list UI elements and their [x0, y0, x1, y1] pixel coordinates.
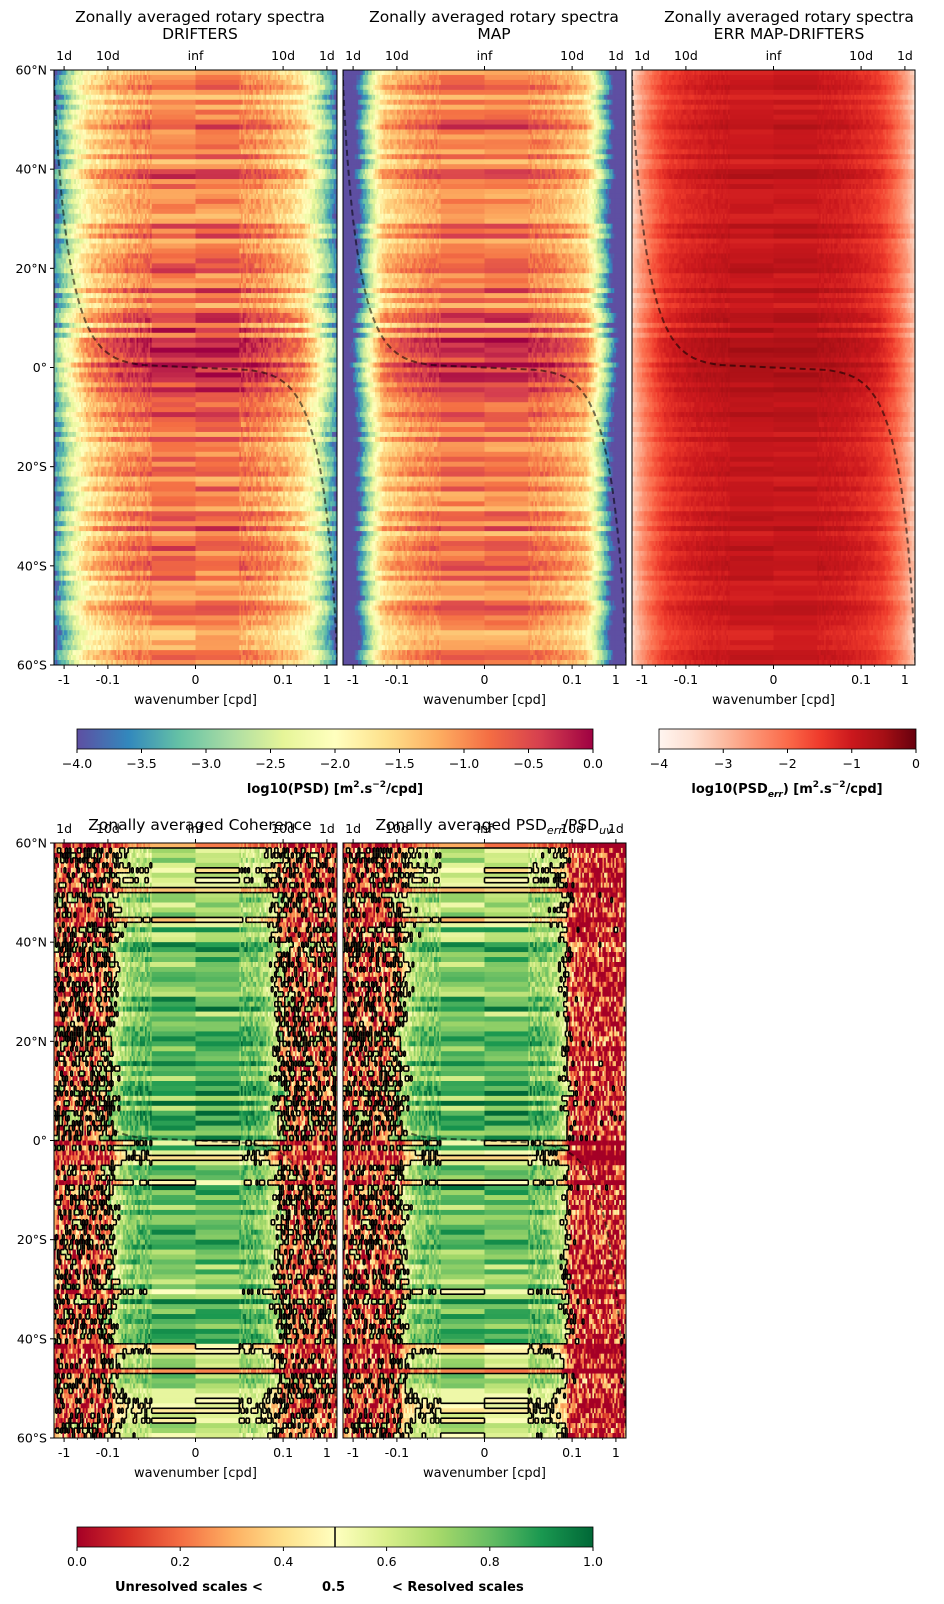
heatmap-cell	[152, 80, 196, 86]
heatmap-cell	[196, 90, 240, 96]
heatmap-cell	[152, 125, 196, 131]
heatmap-cell	[152, 209, 196, 215]
heatmap-cell	[152, 194, 196, 200]
heatmap-cell	[196, 105, 240, 111]
heatmap-cells	[54, 70, 338, 666]
panel-3-title: Zonally averaged rotary spectra	[664, 8, 914, 26]
heatmap-cell	[196, 199, 240, 205]
heatmap-cell	[196, 110, 240, 116]
heatmap-cell	[196, 120, 240, 126]
heatmap-cell	[152, 154, 196, 160]
heatmap-cell	[152, 239, 196, 245]
panel-3-subtitle: ERR MAP-DRIFTERS	[714, 25, 865, 43]
heatmap-cell	[196, 139, 240, 145]
heatmap-cell	[196, 234, 240, 240]
heatmap-cell	[196, 249, 240, 255]
heatmap-cell	[196, 144, 240, 150]
heatmap-cell	[152, 120, 196, 126]
heatmap-cell	[196, 258, 240, 264]
heatmap-cell	[196, 253, 240, 259]
heatmap-cell	[152, 234, 196, 240]
heatmap-cell	[152, 110, 196, 116]
heatmap-cell	[196, 214, 240, 220]
heatmap-cell	[152, 70, 196, 76]
heatmap-cell	[196, 169, 240, 175]
heatmap-cell	[196, 149, 240, 155]
heatmap-cell	[196, 239, 240, 245]
heatmap-cell	[152, 253, 196, 259]
heatmap-cell	[196, 154, 240, 160]
heatmap-cell	[152, 90, 196, 96]
panel-2-title: Zonally averaged rotary spectra	[369, 8, 619, 26]
heatmap-cell	[152, 159, 196, 165]
heatmap-cell	[196, 70, 240, 76]
heatmap-cell	[152, 139, 196, 145]
heatmap-cell	[196, 273, 240, 279]
heatmap-cell	[152, 144, 196, 150]
heatmap-cell	[196, 224, 240, 230]
heatmap-cell	[152, 184, 196, 190]
heatmap-cell	[152, 105, 196, 111]
heatmap-cell	[152, 268, 196, 274]
heatmap-cell	[152, 85, 196, 91]
heatmap-cell	[196, 85, 240, 91]
heatmap-cell	[196, 244, 240, 250]
heatmap-cell	[152, 199, 196, 205]
heatmap-cell	[196, 229, 240, 235]
heatmap-cell	[152, 263, 196, 269]
heatmap-cell	[152, 130, 196, 136]
heatmap-cell	[196, 80, 240, 86]
heatmap-cell	[152, 273, 196, 279]
panel-2-subtitle: MAP	[477, 25, 510, 43]
panel-1-title: Zonally averaged rotary spectra	[75, 8, 325, 26]
heatmap-cell	[196, 219, 240, 225]
heatmap-cell	[152, 174, 196, 180]
heatmap-cell	[196, 134, 240, 140]
panel-1-subtitle: DRIFTERS	[162, 25, 238, 43]
heatmap-cell	[196, 194, 240, 200]
heatmap-cell	[196, 204, 240, 210]
heatmap-cell	[152, 219, 196, 225]
heatmap-cell	[152, 258, 196, 264]
heatmap-cell	[152, 75, 196, 81]
heatmap-cell	[152, 115, 196, 121]
heatmap-cell	[196, 125, 240, 131]
heatmap-cell	[196, 174, 240, 180]
heatmap-cell	[152, 224, 196, 230]
heatmap-cell	[196, 263, 240, 269]
heatmap-cell	[152, 244, 196, 250]
heatmap-cell	[196, 189, 240, 195]
heatmap-cell	[152, 229, 196, 235]
heatmap-cell	[196, 75, 240, 81]
heatmap-cell	[196, 268, 240, 274]
heatmap-cell	[152, 214, 196, 220]
heatmap-cell	[152, 149, 196, 155]
heatmap-cell	[152, 179, 196, 185]
heatmap-cell	[196, 100, 240, 106]
heatmap-cell	[196, 115, 240, 121]
heatmap-cell	[152, 100, 196, 106]
heatmap-cell	[196, 159, 240, 165]
heatmap-cell	[196, 179, 240, 185]
heatmap-cell	[152, 95, 196, 101]
heatmap-cell	[196, 130, 240, 136]
heatmap-cell	[152, 169, 196, 175]
heatmap-cell	[196, 184, 240, 190]
heatmap-cell	[196, 164, 240, 170]
heatmap-cell	[152, 249, 196, 255]
heatmap-cell	[196, 95, 240, 101]
heatmap-cell	[152, 189, 196, 195]
heatmap-cell	[152, 204, 196, 210]
heatmap-cell	[196, 209, 240, 215]
heatmap-cell	[152, 134, 196, 140]
heatmap-cell	[152, 164, 196, 170]
